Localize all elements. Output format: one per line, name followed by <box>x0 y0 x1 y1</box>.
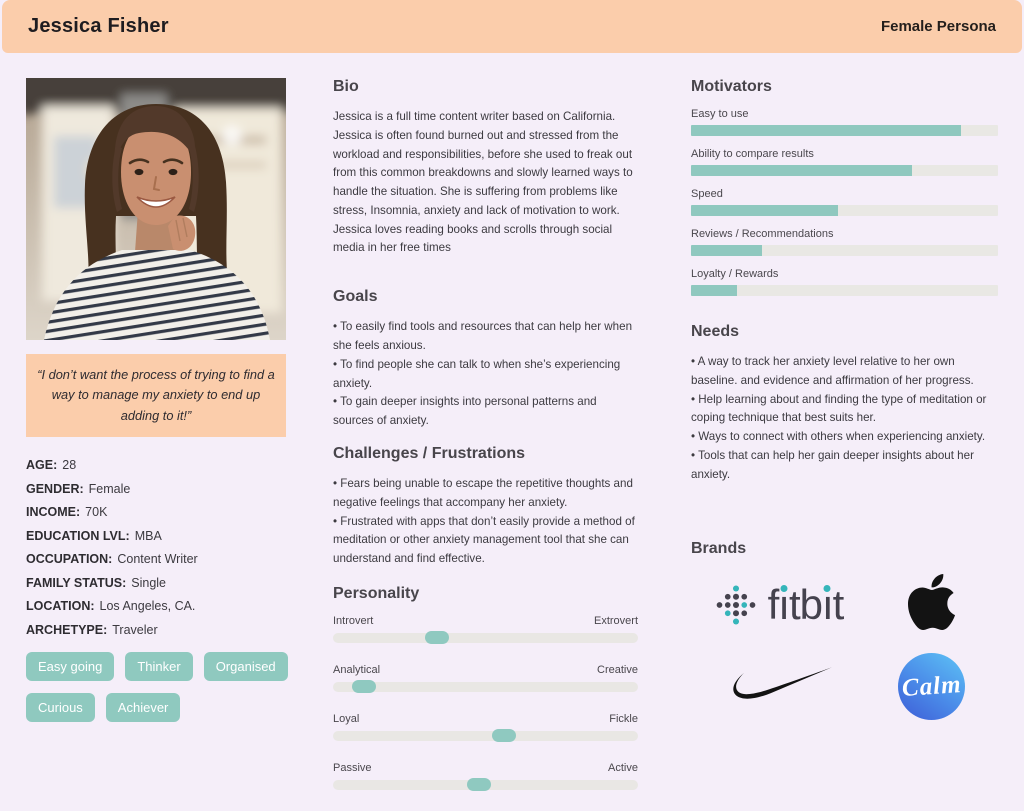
slider-track[interactable] <box>333 631 638 645</box>
slider-right-label: Creative <box>597 663 638 676</box>
content: “I don’t want the process of trying to f… <box>0 53 1024 811</box>
motivator-bar-track <box>691 165 998 176</box>
bio-text: Jessica is a full time content writer ba… <box>333 110 633 255</box>
calm-logo: Calm <box>898 653 966 721</box>
challenges-heading: Challenges / Frustrations <box>333 444 526 462</box>
attribute-row-occupation: OCCUPATION: Content Writer <box>26 552 198 567</box>
motivator-bar-fill <box>691 205 839 216</box>
page-title: Jessica Fisher <box>28 15 169 37</box>
profile-photo <box>26 78 286 340</box>
goal-item: • To gain deeper insights into personal … <box>333 395 597 428</box>
challenge-item: • Fears being unable to escape the repet… <box>333 476 633 509</box>
attribute-row-education: EDUCATION LVL: MBA <box>26 528 162 543</box>
slider-left-label: Passive <box>333 761 372 774</box>
attribute-row-location: LOCATION: Los Angeles, CA. <box>26 599 196 614</box>
quote-box: “I don’t want the process of trying to f… <box>26 354 286 438</box>
brands-section: Brands <box>691 540 998 721</box>
attribute-row-gender: GENDER: Female <box>26 481 131 496</box>
middle-column: Bio Jessica is a full time content write… <box>333 78 638 811</box>
motivator-bar-track <box>691 205 998 216</box>
apple-logo <box>907 570 956 639</box>
slider-track[interactable] <box>333 680 638 694</box>
motivator-bar-fill <box>691 125 962 136</box>
goal-item: • To easily find tools and resources tha… <box>333 320 633 353</box>
calm-wordmark: Calm <box>901 670 963 703</box>
slider-handle[interactable] <box>424 631 449 645</box>
motivator-easy-to-use: Easy to use <box>691 108 998 136</box>
motivator-loyalty-rewards: Loyalty / Rewards <box>691 268 998 296</box>
persona-type-label: Female Persona <box>880 18 996 35</box>
need-item: • Help learning about and finding the ty… <box>691 392 987 425</box>
trait-tag-curious[interactable]: Curious <box>26 692 95 722</box>
personality-slider-introvert-extrovert: Introvert Extrovert <box>333 614 638 645</box>
personality-slider-analytical-creative: Analytical Creative <box>333 663 638 694</box>
trait-tag-thinker[interactable]: Thinker <box>125 651 193 681</box>
motivator-bar-fill <box>691 245 762 256</box>
motivator-ability-to-compare: Ability to compare results <box>691 148 998 176</box>
trait-tag-easy-going[interactable]: Easy going <box>26 651 115 681</box>
slider-right-label: Extrovert <box>593 614 638 627</box>
need-item: • A way to track her anxiety level relat… <box>691 355 974 387</box>
slider-right-label: Active <box>608 761 638 774</box>
challenge-item: • Frustrated with apps that don’t easily… <box>333 514 635 566</box>
motivator-bar-track <box>691 245 998 256</box>
attribute-row-income: INCOME: 70K <box>26 505 108 520</box>
goals-list: • To easily find tools and resources tha… <box>333 318 638 431</box>
motivator-label: Speed <box>691 188 723 200</box>
motivator-speed: Speed <box>691 188 998 216</box>
motivator-label: Reviews / Recommendations <box>691 228 834 240</box>
brand-grid: fı tbı t <box>691 570 998 721</box>
motivator-reviews-recommendations: Reviews / Recommendations <box>691 228 998 256</box>
slider-track[interactable] <box>333 778 638 792</box>
goal-item: • To find people she can talk to when sh… <box>333 357 621 390</box>
slider-handle[interactable] <box>467 778 492 792</box>
bio-heading: Bio <box>333 78 359 95</box>
motivator-label: Easy to use <box>691 108 749 120</box>
motivator-bar-fill <box>691 165 913 176</box>
needs-heading: Needs <box>691 323 740 340</box>
fitbit-i-dot-icon <box>823 584 831 592</box>
personality-slider-loyal-fickle: Loyal Fickle <box>333 713 638 743</box>
nike-logo <box>724 665 833 709</box>
slider-handle[interactable] <box>491 729 516 743</box>
motivator-bar-track <box>691 285 998 296</box>
brands-heading: Brands <box>691 540 747 558</box>
attribute-row-family-status: FAMILY STATUS: Single <box>26 575 166 590</box>
trait-tags: Easy going Thinker Organised Curious Ach… <box>26 651 296 722</box>
needs-section: Needs • A way to track her anxiety level… <box>691 323 998 484</box>
quote-text: “I don’t want the process of trying to f… <box>37 367 275 423</box>
header: Jessica Fisher Female Persona <box>2 0 1022 53</box>
motivators-heading: Motivators <box>691 78 772 95</box>
slider-track[interactable] <box>333 729 638 743</box>
need-item: • Tools that can help her gain deeper in… <box>691 448 974 481</box>
fitbit-dots-icon <box>716 585 755 625</box>
personality-heading: Personality <box>333 584 420 602</box>
slider-left-label: Introvert <box>333 614 374 627</box>
attribute-row-archetype: ARCHETYPE: Traveler <box>26 622 158 637</box>
challenges-list: • Fears being unable to escape the repet… <box>333 475 638 569</box>
slider-left-label: Analytical <box>333 663 381 676</box>
attributes-list: AGE: 28 GENDER: Female INCOME: 70K EDUCATIO… <box>26 458 286 637</box>
need-item: • Ways to connect with others when exper… <box>691 430 986 444</box>
motivator-label: Loyalty / Rewards <box>691 268 779 280</box>
attribute-row-age: AGE: 28 <box>26 458 77 473</box>
woman-figure <box>44 104 270 340</box>
slider-handle[interactable] <box>351 680 376 694</box>
fitbit-wordmark: fı tbı t <box>767 580 845 628</box>
trait-tag-achiever[interactable]: Achiever <box>105 692 181 722</box>
trait-tag-organised[interactable]: Organised <box>203 651 288 681</box>
motivator-bar-track <box>691 125 998 136</box>
nike-swoosh-icon <box>733 667 833 699</box>
right-column: Motivators Easy to use Ability to compar… <box>691 78 998 811</box>
personality-slider-passive-active: Passive Active <box>333 761 638 792</box>
fitbit-logo: fı tbı t <box>714 583 844 627</box>
motivator-bar-fill <box>691 285 738 296</box>
left-column: “I don’t want the process of trying to f… <box>26 78 288 811</box>
profile-photo-illustration <box>26 78 286 340</box>
apple-icon <box>908 574 956 631</box>
motivator-label: Ability to compare results <box>691 148 814 160</box>
goals-heading: Goals <box>333 288 378 306</box>
fitbit-i-dot-icon <box>780 584 788 592</box>
persona-page: Jessica Fisher Female Persona <box>2 0 1022 792</box>
